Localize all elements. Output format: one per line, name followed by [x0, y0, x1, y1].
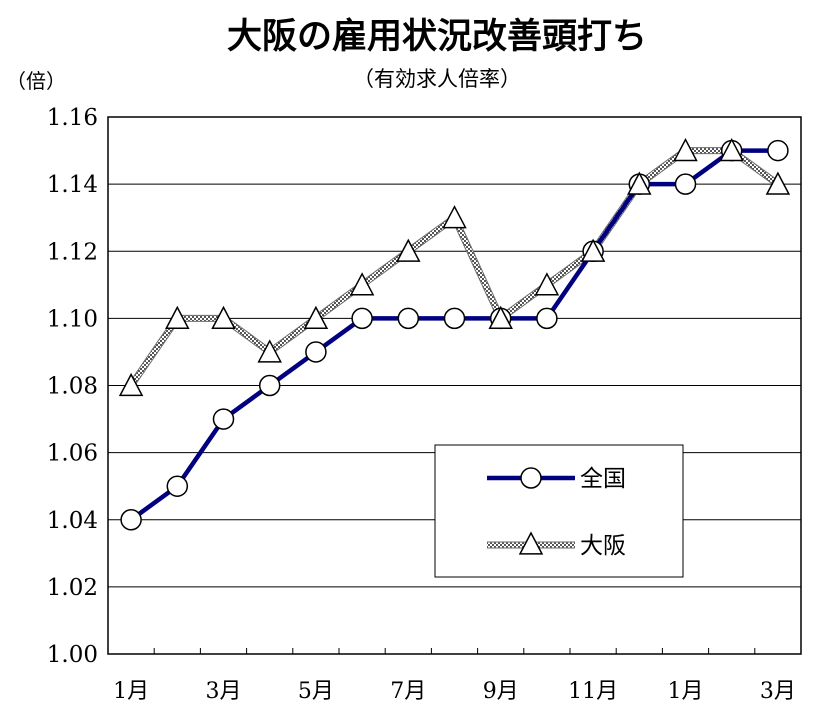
y-tick-label: 1.12 — [47, 239, 98, 265]
legend-marker-osaka — [518, 531, 544, 555]
plot-area — [107, 116, 802, 655]
national-point-marker — [351, 307, 373, 330]
osaka-point-marker — [211, 305, 236, 330]
x-tick-label: 1月 — [113, 679, 149, 704]
y-tick-label: 1.16 — [47, 105, 98, 131]
national-point-marker — [443, 307, 466, 330]
national-point-marker — [767, 139, 789, 162]
osaka-point-marker — [719, 137, 744, 162]
x-tick-label: 11月 — [568, 679, 618, 704]
legend-box — [434, 444, 684, 578]
national-point-marker — [397, 307, 420, 330]
osaka-point-marker — [765, 171, 791, 195]
y-axis-unit-label: （倍） — [6, 69, 66, 93]
osaka-point-marker — [118, 372, 144, 397]
national-point-marker — [674, 173, 697, 195]
x-tick-label: 7月 — [390, 679, 426, 704]
osaka-point-marker — [627, 171, 652, 195]
x-tick-label: 3月 — [206, 679, 242, 704]
national-point-marker — [166, 475, 189, 497]
osaka-point-marker — [165, 305, 190, 330]
osaka-point-marker — [303, 305, 329, 330]
national-point-marker — [258, 374, 281, 397]
y-tick-label: 1.08 — [47, 374, 98, 400]
y-tick-label: 1.04 — [47, 508, 98, 534]
y-tick-label: 1.02 — [47, 575, 98, 601]
national-point-marker — [120, 509, 142, 531]
osaka-point-marker — [488, 305, 513, 330]
chart-title: 大阪の雇用状況改善頭打ち — [227, 16, 647, 57]
national-point-marker — [305, 341, 327, 363]
y-tick-label: 1.14 — [47, 172, 98, 198]
marker-layer — [118, 137, 791, 531]
national-point-marker — [536, 307, 558, 330]
osaka-point-marker — [257, 339, 282, 363]
osaka-point-marker — [442, 205, 467, 229]
x-tick-label: 5月 — [298, 679, 334, 704]
y-tick-label: 1.06 — [47, 441, 98, 467]
y-tick-label: 1.00 — [47, 642, 98, 668]
osaka-point-marker — [534, 272, 560, 296]
legend-label-osaka: 大阪 — [580, 533, 626, 559]
osaka-point-marker — [580, 238, 606, 262]
x-tick-label: 3月 — [760, 679, 796, 704]
osaka-point-marker — [673, 137, 698, 162]
y-tick-label: 1.10 — [47, 306, 98, 332]
x-tick-label: 9月 — [483, 679, 519, 704]
legend-label-national: 全国 — [580, 466, 626, 492]
osaka-point-marker — [349, 272, 375, 296]
axis-layer: 1.00 1.02 1.04 1.06 1.08 1.10 1.12 1.14 1.16 1月 3月… — [47, 105, 796, 704]
chart-subtitle: （有効求人倍率） — [353, 67, 521, 91]
osaka-point-marker — [396, 238, 421, 262]
national-point-marker — [212, 408, 235, 430]
x-tick-label: 1月 — [668, 679, 704, 704]
legend-marker-national — [520, 467, 542, 489]
